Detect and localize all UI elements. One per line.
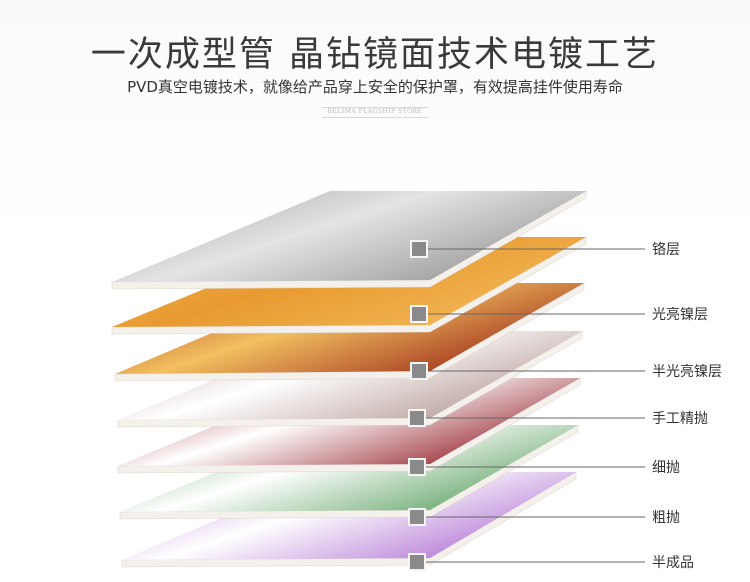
store-watermark: BELIMA FLAGSHIP STORE: [327, 108, 423, 115]
layer-marker: [410, 305, 428, 323]
layer-surface: [112, 191, 586, 282]
layer-marker: [410, 362, 428, 380]
layer-label: 粗抛: [652, 510, 680, 526]
layer-label: 半光亮镍层: [652, 364, 722, 380]
layer-marker: [410, 240, 428, 258]
layer-label: 铬层: [652, 242, 680, 258]
watermark-rule-bottom: [322, 117, 428, 118]
layer-label: 手工精抛: [652, 411, 708, 427]
layer-marker: [408, 553, 426, 571]
layer-label: 细抛: [652, 460, 680, 476]
layer-marker: [408, 409, 426, 427]
banner-subtitle: PVD真空电镀技术，就像给产品穿上安全的保护罩，有效提高挂件使用寿命: [127, 78, 623, 96]
layer-marker: [408, 458, 426, 476]
layer-label: 光亮镍层: [652, 307, 708, 323]
watermark-rule-top: [322, 107, 428, 108]
banner-title: 一次成型管 晶钻镜面技术电镀工艺: [90, 35, 660, 75]
layer-marker: [408, 508, 426, 526]
layer-label: 半成品: [652, 555, 694, 571]
